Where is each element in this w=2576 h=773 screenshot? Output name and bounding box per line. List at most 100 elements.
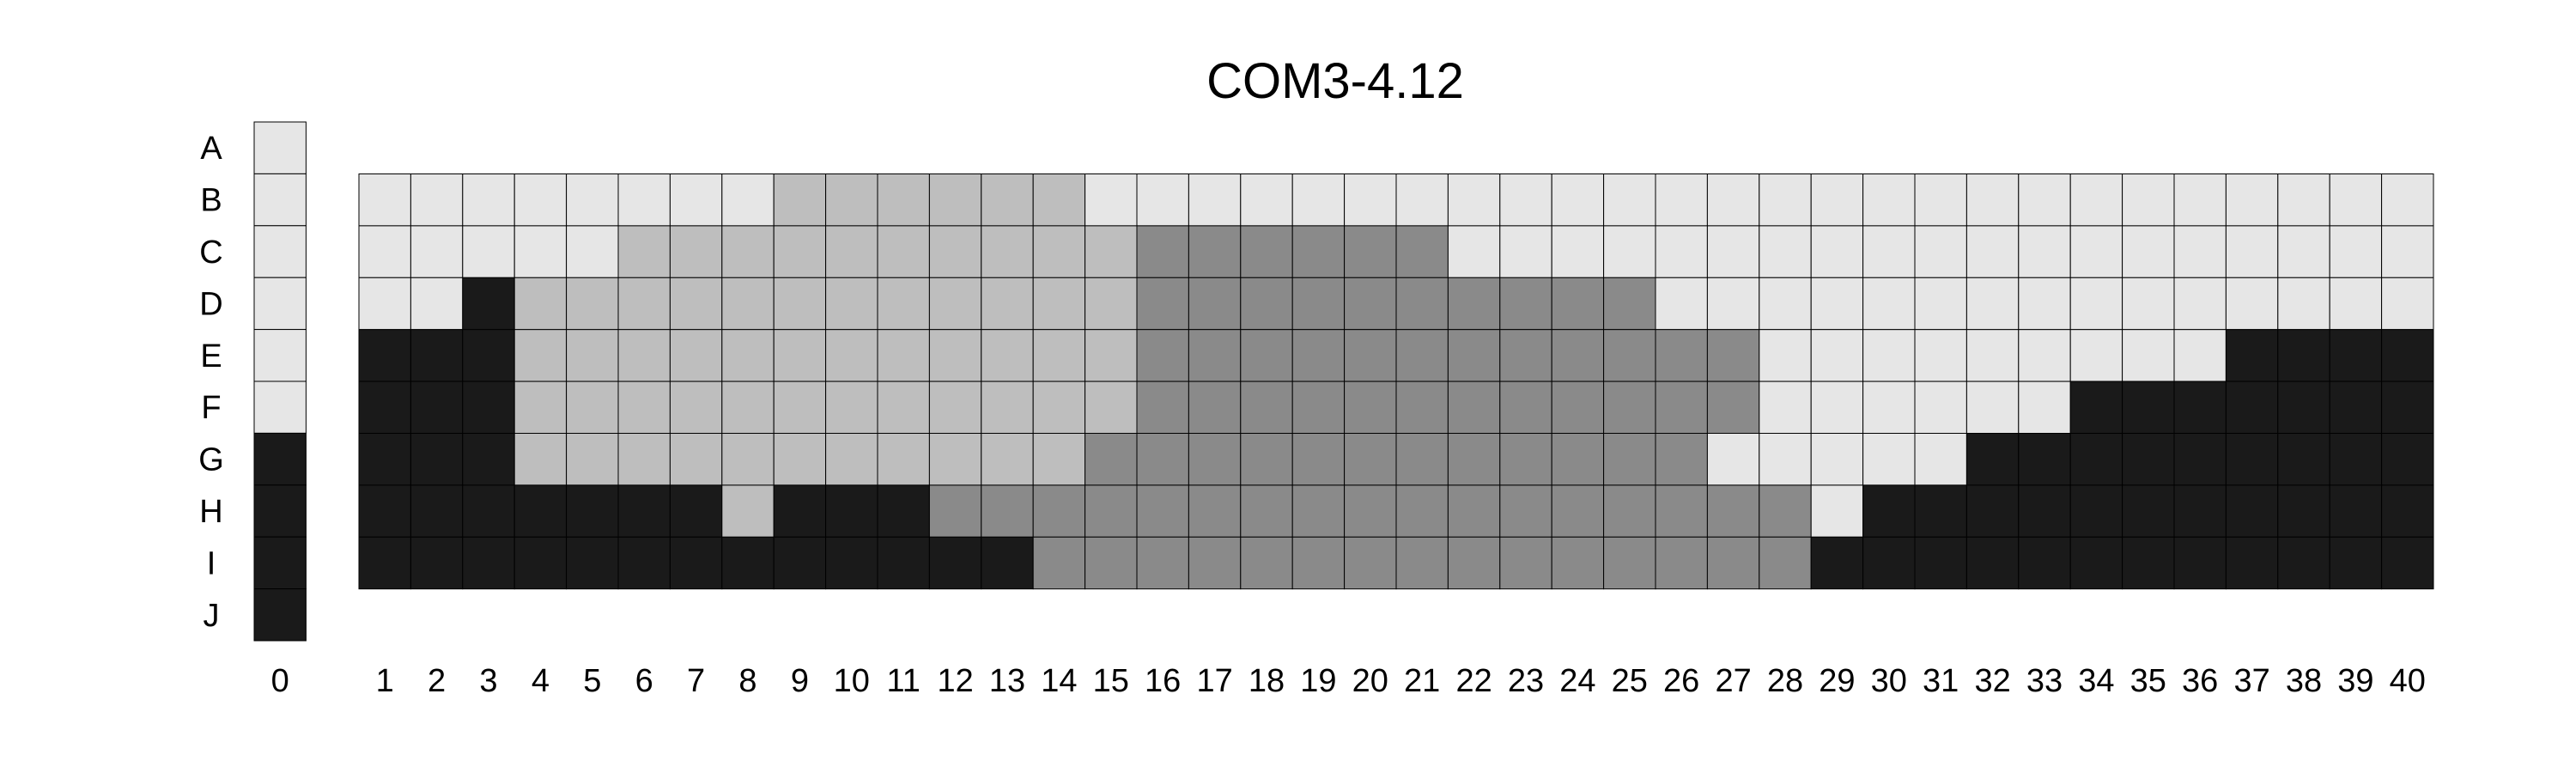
cell-D-29	[1810, 277, 1864, 331]
column-label-34: 34	[2078, 663, 2114, 699]
cell-C-31	[1914, 225, 1967, 278]
cell-B-33	[2018, 173, 2071, 227]
cell-I-3	[462, 536, 515, 590]
cell-B-19	[1291, 173, 1346, 227]
cell-G-29	[1810, 433, 1864, 486]
cell-D-40	[2381, 277, 2434, 331]
cell-D-15	[1084, 277, 1138, 331]
cell-B-20	[1344, 173, 1397, 227]
cell-E-29	[1810, 329, 1864, 382]
column-label-17: 17	[1196, 663, 1232, 699]
column-label-25: 25	[1612, 663, 1648, 699]
cell-E-30	[1862, 329, 1916, 382]
cell-G-2	[410, 433, 464, 486]
cell-H-35	[2122, 484, 2175, 538]
cell-F-9	[773, 380, 827, 435]
cell-I-31	[1914, 536, 1967, 590]
cell-C-32	[1965, 225, 2020, 278]
cell-B-31	[1914, 173, 1967, 227]
cell-G-8	[721, 433, 775, 486]
cell-F-36	[2173, 380, 2227, 435]
column-label-32: 32	[1974, 663, 2010, 699]
cell-D-27	[1706, 277, 1760, 331]
cell-E-33	[2018, 329, 2071, 382]
cell-D-5	[566, 277, 619, 331]
column-label-27: 27	[1715, 663, 1751, 699]
cell-F-27	[1706, 380, 1760, 435]
cell-F-17	[1188, 380, 1242, 435]
cell-B-17	[1188, 173, 1242, 227]
cell-H-16	[1136, 484, 1189, 538]
cell-I-25	[1603, 536, 1656, 590]
cell-C-27	[1706, 225, 1760, 278]
cell-C-14	[1032, 225, 1086, 278]
row-label-J: J	[204, 598, 220, 634]
cell-B-2	[410, 173, 464, 227]
column-label-40: 40	[2390, 663, 2426, 699]
cell-H-13	[981, 484, 1034, 538]
cell-H-17	[1188, 484, 1242, 538]
cell-D-17	[1188, 277, 1242, 331]
cell-I-17	[1188, 536, 1242, 590]
cell-I-30	[1862, 536, 1916, 590]
cell-B-38	[2277, 173, 2330, 227]
cell-C-26	[1655, 225, 1708, 278]
cell-F-2	[410, 380, 464, 435]
cell-D-24	[1551, 277, 1605, 331]
cell-C-25	[1603, 225, 1656, 278]
row-label-A: A	[200, 131, 222, 167]
cell-B-26	[1655, 173, 1708, 227]
cell-C-18	[1240, 225, 1293, 278]
cell-B-21	[1395, 173, 1449, 227]
cell-G-15	[1084, 433, 1138, 486]
cell-I-0	[253, 536, 307, 590]
cell-B-30	[1862, 173, 1916, 227]
cell-D-22	[1447, 277, 1501, 331]
cell-E-19	[1291, 329, 1346, 382]
cell-C-35	[2122, 225, 2175, 278]
cell-D-32	[1965, 277, 2020, 331]
cell-J-0	[253, 588, 307, 642]
cell-I-24	[1551, 536, 1605, 590]
cell-I-39	[2329, 536, 2383, 590]
cell-E-9	[773, 329, 827, 382]
cell-E-18	[1240, 329, 1293, 382]
cell-E-10	[825, 329, 878, 382]
cell-F-33	[2018, 380, 2071, 435]
cell-E-24	[1551, 329, 1605, 382]
cell-H-20	[1344, 484, 1397, 538]
cell-E-22	[1447, 329, 1501, 382]
cell-E-12	[928, 329, 982, 382]
cell-G-5	[566, 433, 619, 486]
cell-D-21	[1395, 277, 1449, 331]
cell-E-4	[513, 329, 568, 382]
column-label-37: 37	[2233, 663, 2269, 699]
cell-G-12	[928, 433, 982, 486]
cell-D-28	[1759, 277, 1812, 331]
cell-C-9	[773, 225, 827, 278]
cell-H-10	[825, 484, 878, 538]
cell-G-18	[1240, 433, 1293, 486]
cell-H-22	[1447, 484, 1501, 538]
cell-C-37	[2225, 225, 2279, 278]
cell-F-31	[1914, 380, 1967, 435]
cell-I-33	[2018, 536, 2071, 590]
cell-D-4	[513, 277, 568, 331]
cell-B-13	[981, 173, 1034, 227]
cell-C-16	[1136, 225, 1189, 278]
column-label-3: 3	[479, 663, 497, 699]
column-label-24: 24	[1559, 663, 1595, 699]
cell-F-12	[928, 380, 982, 435]
cell-E-1	[358, 329, 411, 382]
cell-D-11	[877, 277, 930, 331]
chart-title: COM3-4.12	[1206, 53, 1464, 109]
cell-B-7	[669, 173, 723, 227]
cell-G-14	[1032, 433, 1086, 486]
cell-I-15	[1084, 536, 1138, 590]
column-labels: 0 1 2 3 4 5 6 7 8 9 10 11 12 13 14 15 16 17 18 19 20 21 22 23 24…	[271, 663, 2426, 699]
column-label-22: 22	[1455, 663, 1492, 699]
cell-F-6	[617, 380, 671, 435]
cell-D-16	[1136, 277, 1189, 331]
cell-G-11	[877, 433, 930, 486]
cell-G-10	[825, 433, 878, 486]
